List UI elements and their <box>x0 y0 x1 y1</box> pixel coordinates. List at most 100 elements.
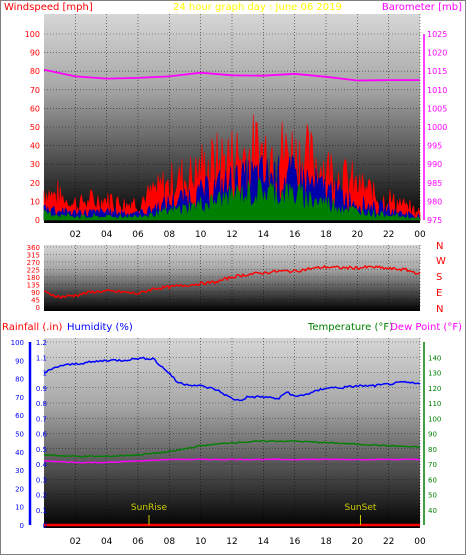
rainfall-tick-label: 1.2 <box>36 339 47 347</box>
windspeed-tick-label: 20 <box>30 179 40 188</box>
x-tick-label-climate: 20 <box>352 537 364 547</box>
temperature-tick-label: 130 <box>428 370 441 378</box>
x-tick-label-climate: 04 <box>101 537 113 547</box>
direction-tick-label: 90 <box>31 289 40 297</box>
direction-tick-label: 225 <box>27 267 40 275</box>
temperature-tick-label: 50 <box>428 492 437 500</box>
rainfall-axis-title: Rainfall (.in) <box>2 322 63 333</box>
humidity-tick-label: 100 <box>11 339 24 347</box>
direction-tick-label: 180 <box>27 274 40 282</box>
x-tick-label-wind: 18 <box>320 230 332 240</box>
x-tick-label-wind: 04 <box>101 230 113 240</box>
windspeed-tick-label: 30 <box>30 160 40 169</box>
humidity-tick-label: 80 <box>15 376 24 384</box>
direction-tick-label: 45 <box>31 297 40 305</box>
rainfall-tick-label: 0.6 <box>36 431 48 439</box>
x-tick-label-wind: 20 <box>352 230 364 240</box>
direction-tick-label: 315 <box>27 252 40 260</box>
barometer-tick-label: 975 <box>427 216 442 225</box>
windspeed-gust-series <box>43 114 421 221</box>
windspeed-tick-label: 100 <box>25 30 40 39</box>
direction-tick-label: 270 <box>27 259 40 267</box>
compass-label: N <box>436 304 443 315</box>
temperature-tick-label: 100 <box>428 415 441 423</box>
dewpoint-axis-title: Dew Point (°F) <box>390 322 462 333</box>
temperature-tick-label: 40 <box>428 507 437 515</box>
climate-panel-background <box>44 338 420 528</box>
compass-label: E <box>436 288 442 299</box>
rainfall-tick-label: 0 <box>43 522 47 530</box>
windspeed-tick-label: 50 <box>30 123 40 132</box>
temperature-tick-label: 140 <box>428 354 441 362</box>
humidity-tick-label: 50 <box>15 431 24 439</box>
x-tick-label-climate: 00 <box>414 537 426 547</box>
temperature-tick-label: 60 <box>428 476 437 484</box>
x-tick-label-climate: 12 <box>226 537 237 547</box>
temperature-axis-title: Temperature (°F) <box>307 322 393 333</box>
barometer-tick-label: 1020 <box>427 49 447 58</box>
temperature-tick-label: 120 <box>428 385 441 393</box>
x-tick-label-wind: 12 <box>226 230 237 240</box>
windspeed-tick-label: 70 <box>30 86 40 95</box>
windspeed-tick-label: 10 <box>30 197 40 206</box>
x-tick-label-climate: 08 <box>164 537 176 547</box>
barometer-tick-label: 1010 <box>427 86 447 95</box>
chart-title: 24 hour graph day : June 06 2019 <box>173 2 342 13</box>
compass-label: S <box>436 272 442 283</box>
humidity-tick-label: 20 <box>15 485 24 493</box>
temperature-tick-label: 110 <box>428 400 441 408</box>
barometer-tick-label: 985 <box>427 179 442 188</box>
sunrise-label: SunRise <box>131 503 168 513</box>
direction-tick-label: 360 <box>27 244 40 252</box>
windspeed-tick-label: 80 <box>30 67 40 76</box>
temperature-tick-label: 90 <box>428 431 437 439</box>
humidity-tick-label: 10 <box>15 504 24 512</box>
x-tick-label-wind: 22 <box>383 230 394 240</box>
rainfall-tick-label: 1 <box>43 370 47 378</box>
barometer-tick-label: 1025 <box>427 30 447 39</box>
humidity-series <box>43 356 421 402</box>
x-tick-label-climate: 02 <box>70 537 81 547</box>
humidity-axis-title: Humidity (%) <box>67 322 133 333</box>
x-tick-label-climate: 18 <box>320 537 332 547</box>
windspeed-tick-label: 0 <box>35 216 40 225</box>
direction-tick-label: 0 <box>36 304 40 312</box>
windspeed-tick-label: 90 <box>30 49 40 58</box>
temperature-series <box>43 439 421 458</box>
rainfall-tick-label: 0.2 <box>36 492 47 500</box>
barometer-tick-label: 995 <box>427 142 442 151</box>
barometer-tick-label: 990 <box>427 160 442 169</box>
x-tick-label-wind: 02 <box>70 230 81 240</box>
rainfall-tick-label: 0.7 <box>36 415 47 423</box>
x-tick-label-wind: 16 <box>289 230 301 240</box>
barometer-axis-title: Barometer [mb] <box>382 2 462 13</box>
x-tick-label-climate: 10 <box>195 537 207 547</box>
barometer-series <box>43 68 420 82</box>
temperature-tick-label: 80 <box>428 446 437 454</box>
humidity-tick-label: 60 <box>15 412 24 420</box>
x-tick-label-climate: 16 <box>289 537 301 547</box>
x-tick-label-wind: 14 <box>258 230 270 240</box>
windspeed-low-series <box>43 178 421 221</box>
rainfall-tick-label: 0.9 <box>36 385 47 393</box>
rainfall-tick-label: 0.3 <box>36 476 47 484</box>
humidity-tick-label: 40 <box>15 449 24 457</box>
rainfall-tick-label: 0.1 <box>36 507 47 515</box>
direction-tick-label: 135 <box>27 282 40 290</box>
humidity-tick-label: 30 <box>15 467 24 475</box>
rainfall-tick-label: 1.1 <box>36 354 47 362</box>
compass-label: W <box>436 256 446 267</box>
temperature-tick-label: 70 <box>428 461 437 469</box>
barometer-tick-label: 1015 <box>427 67 447 76</box>
rainfall-tick-label: 0.8 <box>36 400 47 408</box>
dewpoint-series <box>43 458 421 464</box>
x-tick-label-climate: 22 <box>383 537 394 547</box>
sunset-label: SunSet <box>345 503 377 513</box>
x-tick-label-wind: 06 <box>132 230 144 240</box>
x-tick-label-wind: 10 <box>195 230 207 240</box>
x-tick-label-wind: 08 <box>164 230 176 240</box>
wind-direction-series <box>43 264 421 299</box>
